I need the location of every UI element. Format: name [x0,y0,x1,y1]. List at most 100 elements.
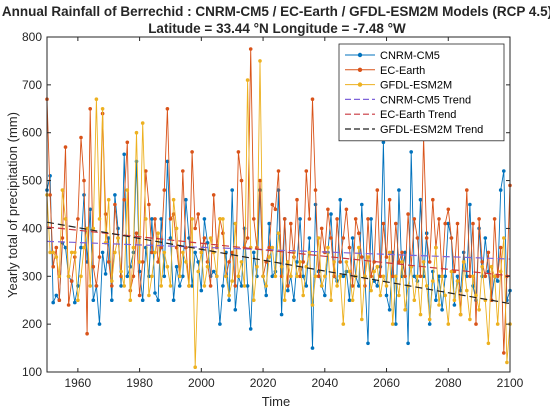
y-tick-label: 600 [22,126,42,140]
data-point [341,274,346,279]
data-point [255,264,259,269]
data-point [230,188,234,192]
data-point [122,197,126,202]
data-point [502,236,506,240]
data-point [390,274,395,279]
data-point [137,260,142,264]
data-point [193,250,197,255]
data-point [483,236,488,240]
data-point [236,274,241,279]
data-point [461,260,466,264]
data-point [286,284,290,288]
y-axis-label: Yearly total of precipitation (mm) [5,112,20,298]
data-point [171,197,176,202]
data-point [319,226,324,231]
data-point [82,245,86,250]
data-point [57,298,62,303]
data-point [495,322,500,326]
data-point [483,274,488,279]
data-point [248,47,253,51]
data-point [91,298,96,303]
data-point [326,207,330,212]
data-point [57,274,62,279]
data-point [122,152,126,157]
data-point [100,107,105,111]
data-point [267,245,272,250]
data-point [480,264,485,269]
chart-subtitle: Latitude = 33.44 °N Longitude = -7.48 °W [148,21,406,36]
data-point [347,298,352,303]
data-point [307,250,312,255]
data-point [471,221,475,226]
data-point [502,351,506,355]
trend-line-3 [46,221,511,305]
y-tick-label: 200 [22,317,42,331]
y-axis: 100 200 300 400 500 600 700 800 [22,30,510,379]
data-point [378,293,383,298]
data-point [54,245,59,250]
data-point [375,188,380,192]
legend-marker [357,82,363,87]
data-point [440,308,444,312]
data-point [69,250,74,255]
data-point [289,274,293,279]
data-point [326,245,330,250]
data-point [113,193,117,197]
data-point [313,202,318,207]
data-point [468,202,472,207]
data-point [63,217,68,221]
data-point [162,250,167,255]
data-point [51,300,55,305]
legend: CNRM-CM5 EC-Earth GFDL-ESM2M CNRM-CM5 Trend… [338,43,505,142]
data-point [437,274,441,279]
data-point [211,269,216,274]
chart-title: Annual Rainfall of Berrechid : CNRM-CM5 … [2,4,550,19]
data-point [418,197,423,202]
data-point [79,245,83,250]
data-point [267,221,272,226]
data-point [295,260,299,264]
data-point [165,264,170,269]
data-point [51,250,55,255]
data-point [177,274,182,279]
data-point [236,150,241,154]
data-point [190,284,194,288]
data-point [224,274,228,279]
data-point [329,298,333,303]
x-axis: 1960 1980 2000 2020 2040 2060 2080 2100 [65,37,524,390]
data-point [458,312,463,317]
data-point [177,284,182,288]
legend-label: EC-Earth [380,65,425,77]
data-point [360,317,364,322]
data-point [69,279,74,283]
x-tick-label: 2060 [373,376,400,390]
data-point [350,236,355,240]
data-point [350,298,355,303]
legend-box [338,43,505,142]
data-point [313,188,318,192]
data-point [369,288,373,293]
data-point [205,264,210,269]
data-point [239,260,244,264]
data-point [168,236,173,240]
data-point [184,197,188,202]
data-point [323,274,327,279]
data-point [252,250,256,255]
data-point [122,284,126,288]
data-point [125,274,130,279]
data-point [421,260,426,264]
data-point [310,97,315,101]
data-point [498,269,503,274]
data-point [452,298,457,303]
data-point [366,255,370,259]
data-point [100,250,105,255]
x-tick-label: 1960 [65,376,92,390]
data-point [196,212,200,216]
data-point [427,260,432,264]
data-point [489,264,494,269]
data-point [282,217,287,221]
data-point [431,197,435,202]
data-point [85,226,89,231]
data-point [199,250,204,255]
data-point [202,217,207,221]
